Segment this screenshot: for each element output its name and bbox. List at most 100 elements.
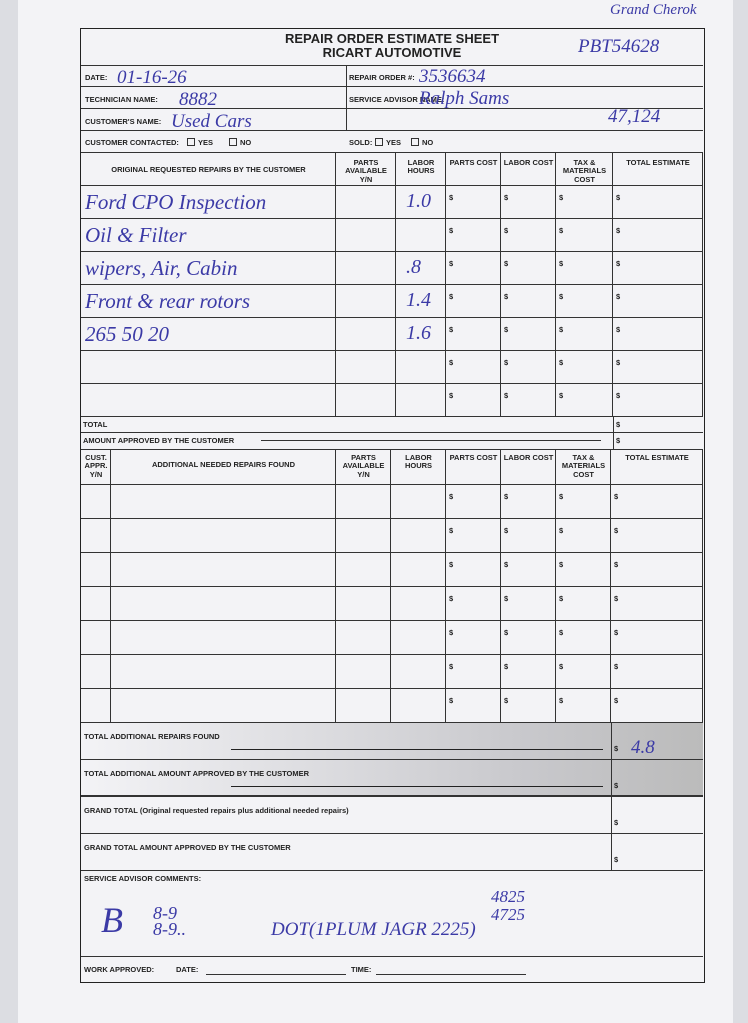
table-cell <box>501 519 556 553</box>
table-cell <box>81 252 336 285</box>
vehicle-note: Grand Cherok <box>610 2 697 18</box>
table-cell <box>396 285 446 318</box>
table-cell <box>391 485 446 519</box>
table-cell <box>613 252 703 285</box>
table-cell <box>613 351 703 384</box>
table-cell <box>556 186 613 219</box>
column-header: PARTS AVAILABLE Y/N <box>345 158 387 184</box>
repair-description: wipers, Air, Cabin <box>85 256 238 280</box>
column-header: LABOR HOURS <box>407 158 435 176</box>
currency-sign: $ <box>614 855 619 864</box>
field-label: CUSTOMER CONTACTED: <box>85 138 179 147</box>
column-header: TOTAL ESTIMATE <box>625 453 689 462</box>
table-cell <box>81 689 111 723</box>
table-cell <box>556 351 613 384</box>
column-header: ADDITIONAL NEEDED REPAIRS FOUND <box>151 460 296 469</box>
table-cell <box>501 186 556 219</box>
repair-description: Oil & Filter <box>85 223 187 247</box>
field-row <box>81 87 703 109</box>
table-cell <box>556 219 613 252</box>
currency-sign: $ <box>614 818 619 827</box>
table-cell <box>556 318 613 351</box>
table-cell <box>446 252 501 285</box>
table-cell <box>336 655 391 689</box>
currency-sign: $ <box>504 696 509 705</box>
table-cell <box>501 318 556 351</box>
currency-sign: $ <box>614 560 619 569</box>
date-line <box>206 974 346 975</box>
table-cell <box>611 689 703 723</box>
header-cell <box>336 449 391 485</box>
table-cell <box>396 186 446 219</box>
table-cell <box>611 621 703 655</box>
summary-row <box>81 834 703 871</box>
field-label: SOLD: <box>349 138 373 147</box>
currency-sign: $ <box>504 193 509 202</box>
table-cell <box>613 318 703 351</box>
table-cell <box>446 553 501 587</box>
currency-sign: $ <box>616 226 621 235</box>
currency-sign: $ <box>614 594 619 603</box>
paper: Grand Cherok PBT54628 47,124 REPAIR ORDE… <box>18 0 733 1023</box>
summary-divider <box>611 797 612 834</box>
table-cell <box>611 485 703 519</box>
table-cell <box>446 485 501 519</box>
table-cell <box>391 689 446 723</box>
table-cell <box>446 186 501 219</box>
header-cell <box>396 153 446 186</box>
currency-sign: $ <box>449 325 454 334</box>
summary-label: GRAND TOTAL AMOUNT APPROVED BY THE CUSTO… <box>84 843 291 852</box>
currency-sign: $ <box>449 594 454 603</box>
table-cell <box>391 621 446 655</box>
table-cell <box>391 587 446 621</box>
table-cell <box>336 587 391 621</box>
table-cell <box>111 519 336 553</box>
table-cell <box>81 285 336 318</box>
currency-sign: $ <box>449 292 454 301</box>
checkbox <box>375 138 383 146</box>
checkbox <box>411 138 419 146</box>
table-cell <box>501 351 556 384</box>
field-row <box>81 131 703 153</box>
currency-sign: $ <box>559 526 564 535</box>
header-cell <box>446 449 501 485</box>
field-divider <box>346 65 347 87</box>
currency-sign: $ <box>559 560 564 569</box>
currency-sign: $ <box>504 259 509 268</box>
currency-sign: $ <box>614 696 619 705</box>
field-row <box>81 65 703 87</box>
currency-sign: $ <box>504 358 509 367</box>
time-line <box>376 974 526 975</box>
comment-note: 4725 <box>491 905 525 924</box>
currency-sign: $ <box>504 292 509 301</box>
currency-sign: $ <box>504 560 509 569</box>
currency-sign: $ <box>616 420 621 429</box>
table-cell <box>556 655 611 689</box>
table-cell <box>501 252 556 285</box>
column-header: LABOR COST <box>503 158 554 167</box>
table-cell <box>611 553 703 587</box>
table-cell <box>81 553 111 587</box>
header-cell <box>556 153 613 186</box>
column-header: CUST. APPR. Y/N <box>84 453 108 479</box>
currency-sign: $ <box>614 628 619 637</box>
column-header: LABOR HOURS <box>404 453 433 471</box>
table-cell <box>501 485 556 519</box>
table-cell <box>81 519 111 553</box>
comments-label: SERVICE ADVISOR COMMENTS: <box>84 874 202 883</box>
field-divider <box>346 109 347 131</box>
currency-sign: $ <box>449 662 454 671</box>
table-cell <box>336 553 391 587</box>
labor-hours: 1.0 <box>406 190 431 212</box>
table-cell <box>111 553 336 587</box>
company-name: RICART AUTOMOTIVE <box>322 45 462 60</box>
header-rule <box>81 65 703 66</box>
table-cell <box>81 485 111 519</box>
sold-yes: YES <box>386 138 402 147</box>
table-rule <box>81 449 703 450</box>
field-label: DATE: <box>85 73 108 82</box>
mileage: 47,124 <box>608 106 661 127</box>
table-cell <box>556 285 613 318</box>
table-cell <box>81 655 111 689</box>
table-cell <box>613 219 703 252</box>
